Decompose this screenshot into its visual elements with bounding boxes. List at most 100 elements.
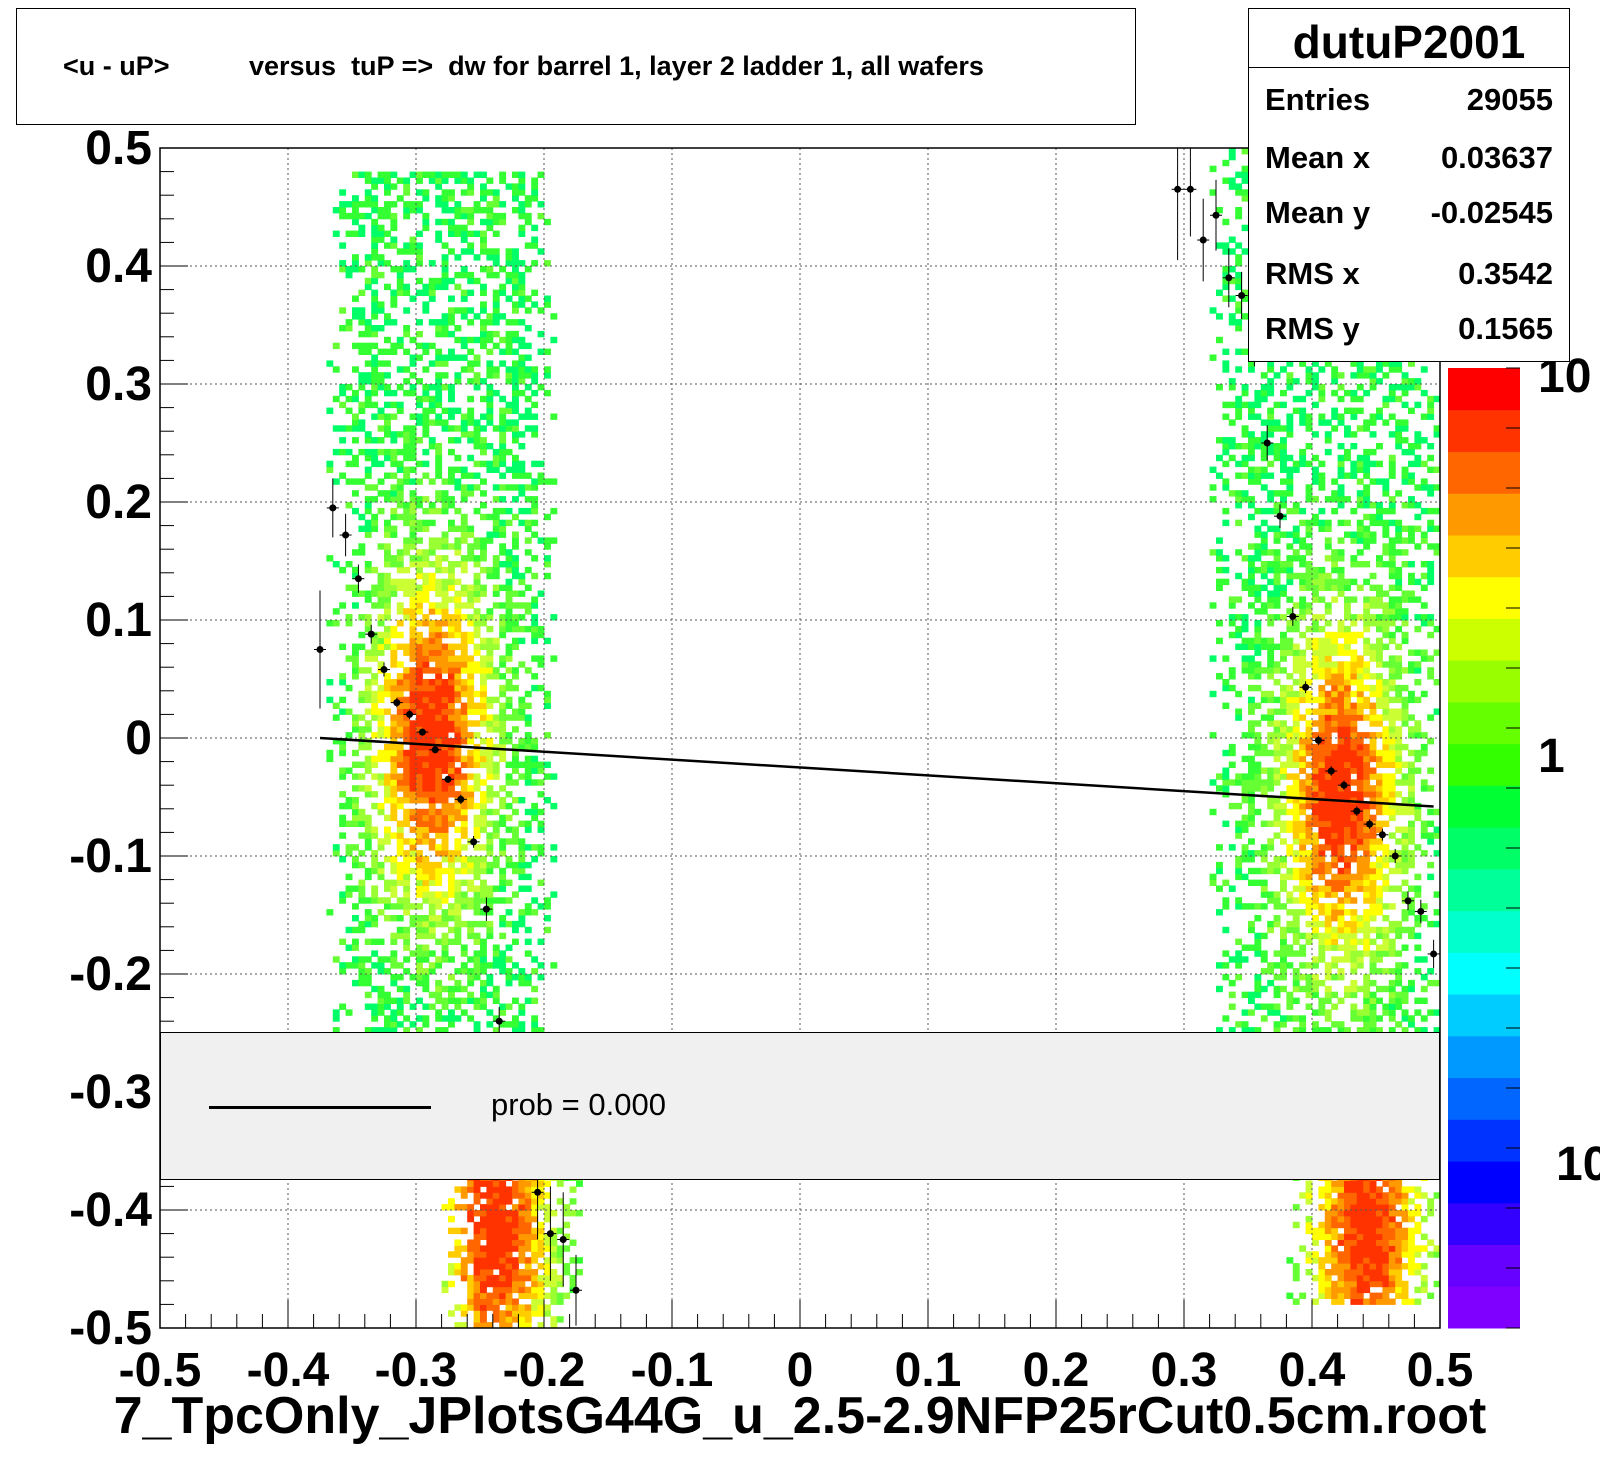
heatmap-cell — [537, 1292, 545, 1299]
heatmap-cell — [1369, 797, 1377, 804]
heatmap-cell — [396, 643, 404, 650]
heatmap-cell — [377, 478, 385, 485]
heatmap-cell — [505, 1221, 513, 1229]
heatmap-cell — [524, 885, 532, 892]
heatmap-cell — [544, 1292, 551, 1299]
heatmap-cell — [1350, 856, 1358, 863]
heatmap-cell — [467, 614, 475, 621]
heatmap-cell — [556, 1280, 564, 1288]
heatmap-cell — [518, 856, 526, 863]
heatmap-cell — [364, 767, 372, 774]
heatmap-cell — [1286, 466, 1294, 473]
heatmap-cell — [409, 690, 417, 698]
heatmap-cell — [473, 472, 481, 479]
heatmap-cell — [416, 738, 423, 745]
heatmap-cell — [473, 207, 481, 214]
heatmap-cell — [505, 856, 513, 863]
heatmap-cell — [512, 189, 519, 196]
heatmap-cell — [428, 779, 436, 786]
heatmap-cell — [1388, 1003, 1396, 1010]
heatmap-cell — [377, 271, 385, 279]
heatmap-cell — [441, 655, 449, 662]
heatmap-cell — [1228, 602, 1236, 609]
heatmap-cell — [1254, 944, 1262, 951]
heatmap-cell — [460, 985, 468, 993]
heatmap-cell — [409, 867, 417, 875]
heatmap-cell — [1248, 584, 1255, 591]
heatmap-cell — [1235, 472, 1243, 479]
heatmap-cell — [531, 366, 539, 373]
heatmap-cell — [1248, 838, 1255, 845]
heatmap-cell — [390, 561, 398, 568]
heatmap-cell — [441, 684, 449, 692]
heatmap-cell — [396, 496, 404, 503]
heatmap-cell — [416, 873, 423, 881]
heatmap-cell — [1356, 490, 1364, 497]
heatmap-cell — [1216, 844, 1223, 851]
heatmap-cell — [460, 997, 468, 1004]
heatmap-cell — [364, 761, 372, 768]
heatmap-cell — [1222, 519, 1230, 527]
heatmap-cell — [1318, 755, 1326, 763]
heatmap-cell — [1241, 844, 1249, 851]
heatmap-cell — [518, 637, 526, 645]
heatmap-cell — [1299, 950, 1307, 957]
heatmap-cell — [524, 1204, 532, 1211]
heatmap-cell — [422, 773, 430, 780]
heatmap-cell — [524, 761, 532, 768]
heatmap-cell — [544, 513, 551, 521]
heatmap-cell — [1369, 926, 1377, 934]
heatmap-cell — [1267, 384, 1275, 391]
heatmap-cell — [460, 950, 468, 957]
heatmap-cell — [332, 1027, 340, 1034]
heatmap-cell — [422, 761, 430, 768]
heatmap-cell — [1318, 614, 1326, 621]
heatmap-cell — [473, 596, 481, 603]
heatmap-cell — [467, 407, 475, 414]
heatmap-cell — [454, 177, 462, 184]
heatmap-cell — [512, 1245, 519, 1252]
heatmap-cell — [1305, 602, 1313, 609]
heatmap-cell — [448, 956, 455, 963]
heatmap-cell — [512, 1310, 519, 1317]
heatmap-cell — [416, 460, 423, 468]
heatmap-cell — [441, 242, 449, 249]
heatmap-cell — [1305, 785, 1313, 792]
heatmap-cell — [1331, 755, 1339, 763]
heatmap-cell — [1356, 738, 1364, 745]
heatmap-cell — [409, 389, 417, 397]
heatmap-cell — [1280, 968, 1287, 975]
heatmap-cell — [454, 407, 462, 414]
heatmap-cell — [486, 1298, 494, 1305]
heatmap-cell — [1331, 708, 1339, 715]
heatmap-cell — [1305, 932, 1313, 940]
heatmap-cell — [486, 909, 494, 916]
heatmap-cell — [537, 1263, 545, 1270]
heatmap-cell — [1363, 850, 1371, 857]
heatmap-cell — [428, 543, 436, 550]
heatmap-cell — [454, 867, 462, 875]
heatmap-cell — [345, 944, 353, 951]
heatmap-cell — [518, 572, 526, 580]
heatmap-cell — [1363, 844, 1371, 851]
heatmap-cell — [518, 1316, 526, 1323]
heatmap-cell — [1228, 236, 1236, 243]
heatmap-cell — [531, 189, 539, 196]
heatmap-cell — [467, 932, 475, 940]
heatmap-cell — [1376, 696, 1383, 704]
heatmap-cell — [422, 749, 430, 757]
heatmap-cell — [390, 738, 398, 745]
heatmap-cell — [1344, 826, 1351, 833]
heatmap-cell — [428, 714, 436, 721]
heatmap-cell — [512, 1021, 519, 1028]
heatmap-cell — [1344, 519, 1351, 527]
heatmap-cell — [1369, 891, 1377, 898]
heatmap-cell — [480, 867, 487, 875]
heatmap-cell — [435, 679, 443, 686]
heatmap-cell — [499, 348, 507, 355]
heatmap-cell — [1305, 572, 1313, 580]
heatmap-cell — [1241, 295, 1249, 302]
heatmap-cell — [428, 808, 436, 816]
heatmap-cell — [1273, 443, 1281, 450]
heatmap-cell — [1369, 649, 1377, 656]
